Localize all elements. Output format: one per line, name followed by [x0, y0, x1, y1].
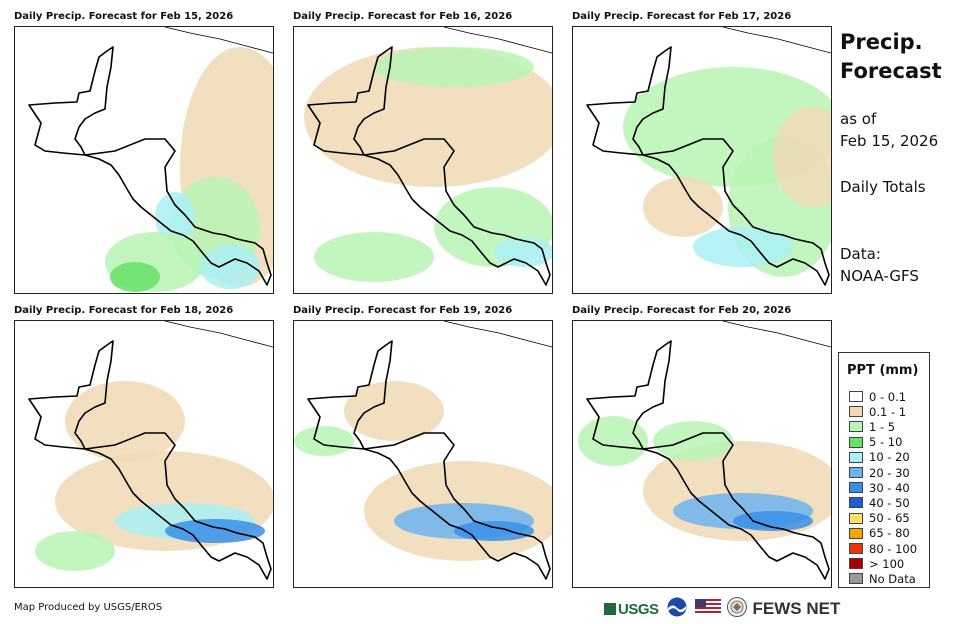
legend-label: 0.1 - 1 — [869, 404, 907, 419]
precip-area — [773, 107, 831, 207]
as-of-date: Feb 15, 2026 — [840, 132, 939, 150]
legend-swatch — [849, 527, 863, 539]
legend-label: 1 - 5 — [869, 419, 896, 434]
legend-label: 30 - 40 — [869, 480, 910, 495]
legend-item: 40 - 50 — [849, 495, 910, 510]
legend-item: 5 - 10 — [849, 435, 902, 450]
legend-swatch — [849, 391, 863, 402]
forecast-map-feb-20 — [572, 320, 832, 588]
legend-label: No Data — [869, 571, 916, 586]
legend-swatch — [849, 451, 863, 463]
panel-title-5: Daily Precip. Forecast for Feb 19, 2026 — [293, 305, 513, 316]
legend-label: 10 - 20 — [869, 450, 910, 465]
totals-label: Daily Totals — [840, 178, 926, 196]
legend-item: 0.1 - 1 — [849, 404, 906, 419]
legend-swatch — [849, 543, 863, 554]
legend-item: 10 - 20 — [849, 450, 910, 465]
precip-area — [165, 519, 265, 543]
country-borders — [307, 340, 551, 580]
legend-item: 20 - 30 — [849, 465, 910, 480]
usgs-logo: USGS — [604, 601, 659, 618]
precip-area — [294, 426, 354, 456]
forecast-map-feb-15 — [14, 26, 274, 294]
precip-area — [65, 381, 185, 461]
as-of-label: as of — [840, 110, 877, 128]
legend-label: 65 - 80 — [869, 526, 910, 541]
state-department-seal-icon — [726, 597, 747, 621]
country-borders — [586, 340, 830, 580]
precip-area — [578, 416, 648, 466]
country-borders — [28, 46, 272, 286]
legend-label: 5 - 10 — [869, 435, 903, 450]
precip-area — [643, 177, 723, 237]
legend-label: > 100 — [869, 556, 905, 571]
data-label: Data: — [840, 245, 881, 263]
forecast-map-feb-17 — [572, 26, 832, 294]
forecast-map-feb-19 — [293, 320, 553, 588]
legend-swatch — [849, 406, 863, 418]
precip-area — [314, 232, 434, 282]
map-credit: Map Produced by USGS/EROS — [14, 602, 163, 613]
panel-title-3: Daily Precip. Forecast for Feb 17, 2026 — [572, 11, 792, 22]
legend-label: 50 - 65 — [869, 511, 910, 526]
panel-title-1: Daily Precip. Forecast for Feb 15, 2026 — [14, 11, 234, 22]
us-flag-icon — [694, 599, 721, 619]
legend-item: 1 - 5 — [849, 419, 895, 434]
caribbean-coastline — [164, 321, 273, 348]
caribbean-coastline — [722, 27, 831, 54]
legend-item: 50 - 65 — [849, 511, 910, 526]
precip-area — [653, 421, 733, 461]
legend-swatch — [849, 558, 863, 570]
country-borders — [307, 46, 551, 286]
precip-area — [454, 521, 534, 541]
legend-swatch — [849, 467, 863, 478]
fews-net-label: FEWS NET — [752, 599, 841, 618]
legend-item: 30 - 40 — [849, 480, 910, 495]
precip-area — [693, 227, 793, 267]
legend-swatch — [849, 573, 863, 585]
legend-item: No Data — [849, 571, 916, 586]
legend-swatch — [849, 421, 863, 433]
precip-area — [110, 262, 160, 292]
usgs-mark-icon — [604, 602, 616, 615]
legend-item: 65 - 80 — [849, 526, 910, 541]
legend-item: > 100 — [849, 556, 904, 571]
country-borders — [586, 46, 830, 286]
precip-area — [374, 47, 534, 87]
forecast-map-feb-16 — [293, 26, 553, 294]
panel-title-6: Daily Precip. Forecast for Feb 20, 2026 — [572, 305, 792, 316]
legend-item: 80 - 100 — [849, 541, 917, 556]
legend-swatch — [849, 497, 863, 509]
legend-item: 0 - 0.1 — [849, 389, 906, 404]
caribbean-coastline — [443, 27, 552, 54]
precip-area — [494, 237, 552, 267]
legend-title: PPT (mm) — [847, 363, 919, 378]
legend-label: 80 - 100 — [869, 541, 918, 556]
precip-area — [733, 511, 813, 531]
legend-label: 20 - 30 — [869, 465, 910, 480]
precip-area — [344, 381, 444, 441]
panel-title-4: Daily Precip. Forecast for Feb 18, 2026 — [14, 305, 234, 316]
precip-area — [35, 531, 115, 571]
legend-swatch — [849, 512, 863, 524]
noaa-logo-icon — [667, 597, 687, 621]
panel-title-2: Daily Precip. Forecast for Feb 16, 2026 — [293, 11, 513, 22]
legend-label: 40 - 50 — [869, 495, 910, 510]
country-borders — [28, 340, 272, 580]
logo-bar: USGS FEWS NET — [604, 597, 840, 621]
caribbean-coastline — [164, 27, 273, 54]
legend-swatch — [849, 436, 863, 448]
caribbean-coastline — [722, 321, 831, 348]
precip-area — [155, 192, 195, 242]
data-source: NOAA-GFS — [840, 267, 919, 285]
legend-label: 0 - 0.1 — [869, 389, 907, 404]
sidebar-title: Precip. Forecast — [840, 30, 942, 83]
forecast-map-feb-18 — [14, 320, 274, 588]
precip-area — [200, 245, 260, 289]
caribbean-coastline — [443, 321, 552, 348]
legend-swatch — [849, 482, 863, 494]
